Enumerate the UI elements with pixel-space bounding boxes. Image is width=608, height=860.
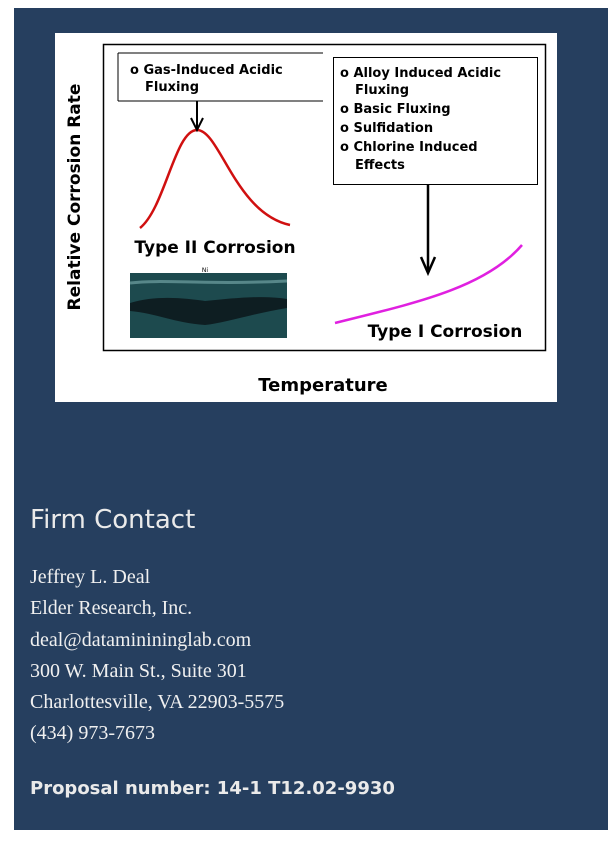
proposal-number: Proposal number: 14-1 T12.02-9930 <box>30 778 395 799</box>
contact-street: 300 W. Main St., Suite 301 <box>30 656 284 687</box>
right-box-line: Effects <box>355 158 405 173</box>
right-box-line: o Chlorine Induced <box>340 140 478 155</box>
contact-name: Jeffrey L. Deal <box>30 562 284 593</box>
right-box-line: o Alloy Induced Acidic <box>340 66 501 81</box>
corrosion-figure: Relative Corrosion Rate Temperature o Ga… <box>55 33 557 402</box>
contact-phone: (434) 973-7673 <box>30 718 284 749</box>
left-box-line: o Gas-Induced Acidic <box>130 63 283 78</box>
micrograph-label: Ni <box>202 267 208 274</box>
right-box-line: o Sulfidation <box>340 121 433 136</box>
contact-company: Elder Research, Inc. <box>30 593 284 624</box>
left-box-line: Fluxing <box>145 80 199 95</box>
page: Relative Corrosion Rate Temperature o Ga… <box>0 0 608 860</box>
contact-email[interactable]: deal@dataminininglab.com <box>30 629 251 651</box>
contact-details: Jeffrey L. Deal Elder Research, Inc. dea… <box>30 562 284 750</box>
micrograph-texture <box>130 281 287 283</box>
contact-city: Charlottesville, VA 22903-5575 <box>30 687 284 718</box>
contact-heading: Firm Contact <box>30 505 195 535</box>
type2-label: Type II Corrosion <box>134 238 295 258</box>
x-axis-label: Temperature <box>258 375 387 396</box>
y-axis-label: Relative Corrosion Rate <box>65 84 85 311</box>
right-box-line: o Basic Fluxing <box>340 102 451 117</box>
right-box-line: Fluxing <box>355 83 409 98</box>
type1-label: Type I Corrosion <box>368 322 523 342</box>
